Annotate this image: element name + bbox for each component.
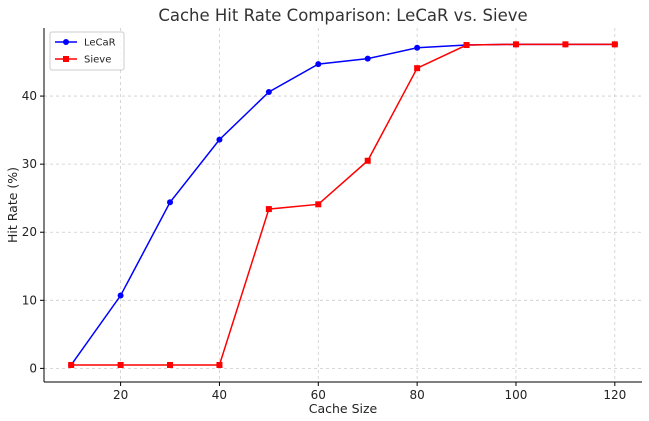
plot-area (68, 41, 618, 368)
x-tick-label: 60 (311, 388, 326, 402)
legend: LeCaR Sieve (49, 31, 125, 71)
data-point-lecar (315, 61, 322, 68)
y-tick-label: 20 (22, 225, 37, 239)
y-axis-title: Hit Rate (%) (5, 167, 20, 243)
x-tick-label: 120 (603, 388, 626, 402)
legend-item-lecar: LeCaR (55, 38, 116, 49)
data-point-sieve (265, 206, 272, 213)
series-lecar (68, 41, 618, 368)
series-line-sieve (71, 43, 615, 366)
x-tick-label: 20 (113, 388, 128, 402)
data-point-sieve (463, 42, 470, 49)
y-tick-label: 40 (22, 89, 37, 103)
data-point-sieve (117, 361, 124, 368)
axes: 20 40 60 80 100 120 0 10 20 30 40 (22, 28, 642, 402)
chart-title: Cache Hit Rate Comparison: LeCaR vs. Sie… (158, 6, 527, 25)
data-point-sieve (562, 41, 569, 48)
data-point-sieve (364, 157, 371, 164)
data-point-sieve (68, 361, 75, 368)
x-tick-label: 40 (212, 388, 227, 402)
y-tick-label: 0 (29, 361, 37, 375)
legend-item-sieve: Sieve (55, 55, 111, 66)
y-tick-label: 30 (22, 157, 37, 171)
data-point-sieve (315, 201, 322, 208)
data-point-lecar (167, 199, 174, 206)
grid (44, 28, 642, 382)
x-axis-title: Cache Size (309, 401, 378, 416)
data-point-lecar (364, 55, 371, 62)
data-point-sieve (611, 41, 618, 48)
legend-label: Sieve (84, 55, 111, 66)
data-point-lecar (414, 44, 421, 51)
data-point-sieve (512, 41, 519, 48)
data-point-sieve (167, 361, 174, 368)
series-sieve (68, 41, 618, 368)
y-tick-label: 10 (22, 293, 37, 307)
data-point-sieve (216, 361, 223, 368)
data-point-lecar (265, 88, 272, 95)
legend-marker (63, 56, 69, 62)
data-point-lecar (216, 136, 223, 143)
legend-marker (63, 39, 69, 45)
data-point-sieve (414, 65, 421, 72)
data-point-lecar (117, 292, 124, 299)
x-tick-label: 80 (409, 388, 424, 402)
series-line-lecar (70, 43, 615, 366)
legend-label: LeCaR (84, 38, 116, 49)
x-tick-label: 100 (505, 388, 528, 402)
